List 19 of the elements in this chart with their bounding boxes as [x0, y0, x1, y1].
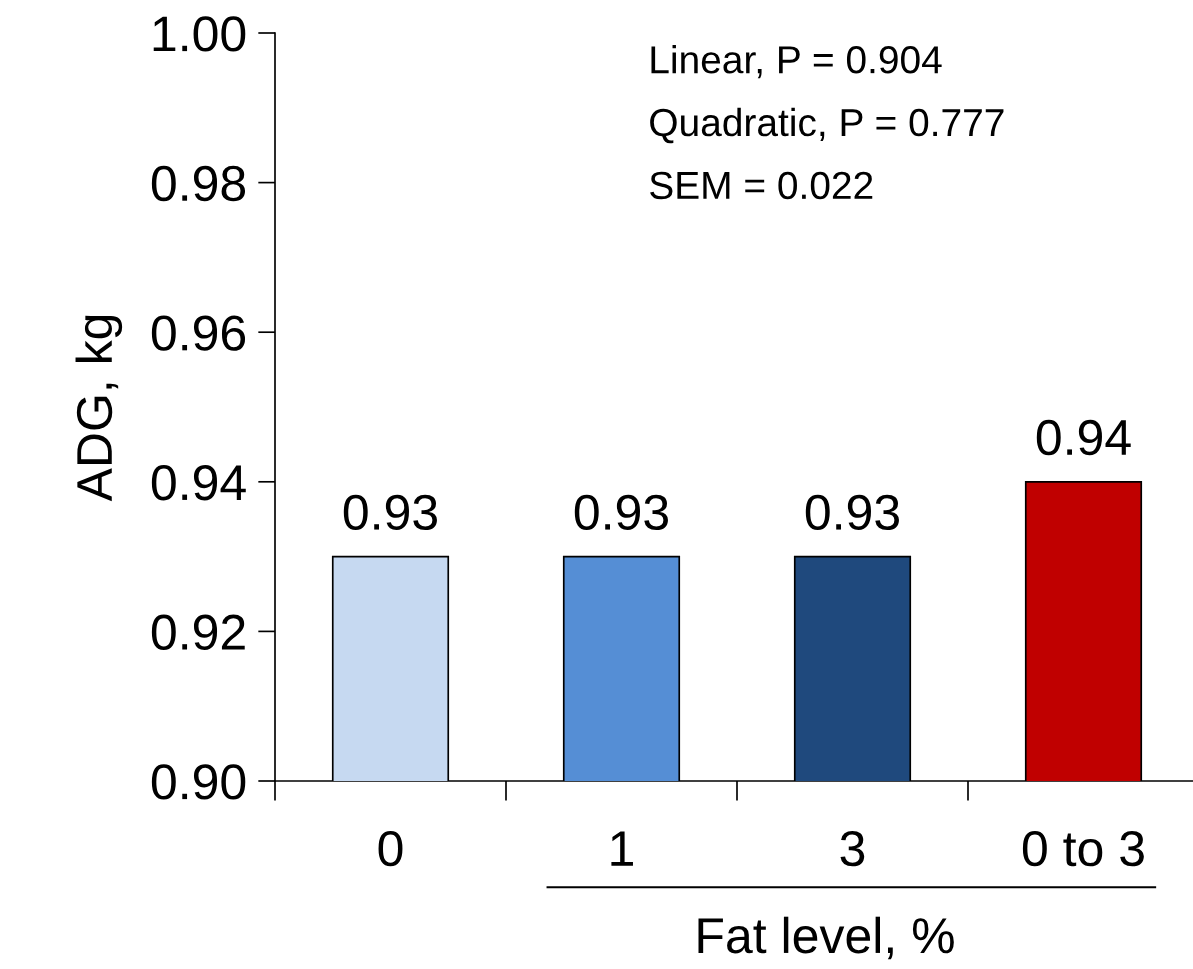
annotation: Linear, P = 0.904	[651, 44, 942, 79]
annotation: SEM = 0.022	[650, 171, 873, 200]
y-tick-label: 1.00	[153, 16, 246, 52]
data-label: 0.93	[805, 494, 899, 531]
y-tick-label: 0.90	[151, 764, 246, 800]
y-tick-label: 0.96	[151, 315, 246, 351]
x-tick-label: 0	[378, 830, 403, 867]
annotation: Quadratic, P = 0.777	[650, 107, 1004, 144]
data-label: 0.94	[1036, 419, 1131, 456]
x-axis-title: Fat level, %	[698, 916, 954, 960]
x-tick-label: 3	[840, 830, 865, 867]
y-tick-label: 0.98	[151, 165, 246, 202]
x-tick-label: 1	[611, 831, 633, 866]
data-label: 0.93	[574, 494, 668, 531]
data-label: 0.93	[343, 494, 437, 531]
y-tick-label: 0.92	[151, 614, 245, 651]
y-tick-label: 0.94	[151, 465, 246, 501]
y-axis-title: ADG, kg	[75, 315, 123, 502]
x-tick-label: 0 to 3	[1022, 830, 1144, 867]
